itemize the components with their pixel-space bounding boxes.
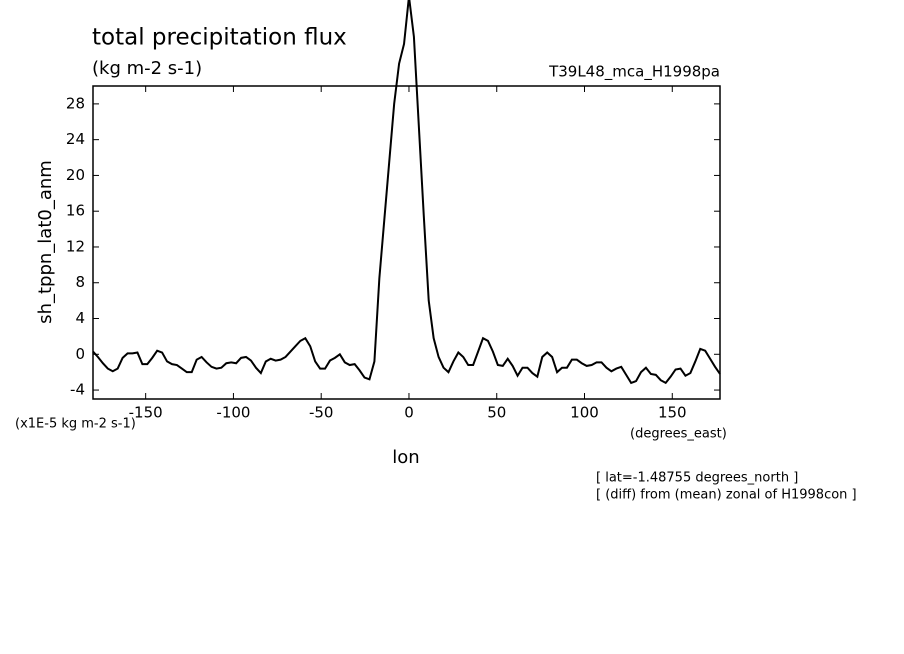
x-tick-label: -100 (216, 404, 250, 422)
plot-frame (92, 85, 721, 400)
y-axis-unit: (x1E-5 kg m-2 s-1) (15, 417, 136, 432)
y-tick-label: 12 (66, 237, 85, 255)
y-tick-label: 0 (75, 345, 85, 363)
y-tick-label: 24 (66, 130, 85, 148)
x-axis-unit: (degrees_east) (630, 427, 727, 442)
x-tick-label: -50 (309, 404, 334, 422)
chart-subtitle: (kg m-2 s-1) (92, 58, 202, 79)
annotation: [ lat=-1.48755 degrees_north ] (596, 471, 798, 486)
x-tick-label: 50 (487, 404, 506, 422)
x-tick-label: 100 (570, 404, 599, 422)
y-tick-label: 28 (66, 94, 85, 112)
y-tick-label: 20 (66, 166, 85, 184)
chart-title: total precipitation flux (92, 25, 347, 51)
run-label: T39L48_mca_H1998pa (548, 63, 720, 82)
data-line (92, 0, 721, 385)
y-tick-label: -4 (70, 381, 85, 399)
y-axis-label: sh_tppn_lat0_anm (35, 160, 56, 324)
x-tick-label: -150 (129, 404, 163, 422)
y-tick-label: 8 (75, 273, 85, 291)
x-tick-label: 150 (658, 404, 687, 422)
y-tick-label: 16 (66, 202, 85, 220)
y-tick-label: 4 (75, 309, 85, 327)
x-axis-label: lon (392, 447, 419, 468)
annotation: [ (diff) from (mean) zonal of H1998con ] (596, 488, 857, 503)
x-tick-label: 0 (404, 404, 414, 422)
